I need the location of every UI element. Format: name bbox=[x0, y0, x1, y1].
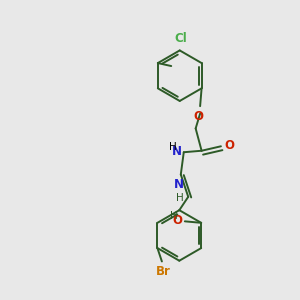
Text: O: O bbox=[194, 110, 204, 123]
Text: O: O bbox=[172, 214, 182, 227]
Text: N: N bbox=[174, 178, 184, 191]
Text: Br: Br bbox=[156, 265, 171, 278]
Text: H: H bbox=[176, 193, 184, 203]
Text: H: H bbox=[170, 211, 177, 221]
Text: H: H bbox=[169, 142, 176, 152]
Text: Cl: Cl bbox=[175, 32, 188, 45]
Text: O: O bbox=[224, 139, 235, 152]
Text: N: N bbox=[172, 145, 182, 158]
